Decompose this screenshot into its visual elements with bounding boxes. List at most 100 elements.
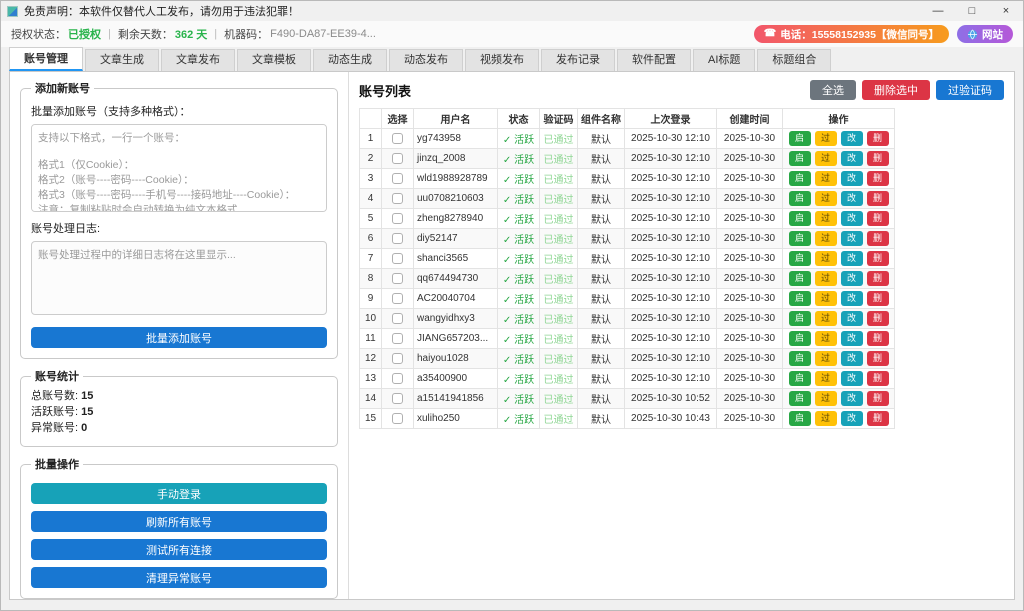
delete-action-button[interactable]: 删 xyxy=(866,411,889,426)
launch-action-button[interactable]: 启 xyxy=(788,131,811,146)
tab-dynamic-generate[interactable]: 动态生成 xyxy=(313,49,387,71)
pass-captcha-action-button[interactable]: 过 xyxy=(814,151,837,166)
pass-captcha-action-button[interactable]: 过 xyxy=(814,391,837,406)
launch-action-button[interactable]: 启 xyxy=(788,191,811,206)
launch-action-button[interactable]: 启 xyxy=(788,231,811,246)
launch-action-button[interactable]: 启 xyxy=(788,291,811,306)
pass-captcha-action-button[interactable]: 过 xyxy=(814,331,837,346)
tab-video-publish[interactable]: 视频发布 xyxy=(465,49,539,71)
pass-captcha-action-button[interactable]: 过 xyxy=(814,171,837,186)
row-checkbox[interactable] xyxy=(392,152,403,164)
row-checkbox[interactable] xyxy=(392,212,403,224)
delete-action-button[interactable]: 删 xyxy=(866,291,889,306)
pass-captcha-action-button[interactable]: 过 xyxy=(814,211,837,226)
delete-action-button[interactable]: 删 xyxy=(866,351,889,366)
launch-action-button[interactable]: 启 xyxy=(788,331,811,346)
select-all-button[interactable]: 全选 xyxy=(810,80,856,100)
row-checkbox[interactable] xyxy=(392,132,403,144)
pass-captcha-action-button[interactable]: 过 xyxy=(814,311,837,326)
pass-captcha-action-button[interactable]: 过 xyxy=(814,351,837,366)
delete-action-button[interactable]: 删 xyxy=(866,311,889,326)
modify-action-button[interactable]: 改 xyxy=(840,171,863,186)
modify-action-button[interactable]: 改 xyxy=(840,391,863,406)
close-button[interactable]: × xyxy=(1002,5,1010,17)
tab-software-config[interactable]: 软件配置 xyxy=(617,49,691,71)
pass-captcha-action-button[interactable]: 过 xyxy=(814,271,837,286)
clean-abnormal-accounts-button[interactable]: 清理异常账号 xyxy=(31,567,327,588)
tab-article-template[interactable]: 文章模板 xyxy=(237,49,311,71)
modify-action-button[interactable]: 改 xyxy=(840,331,863,346)
modify-action-button[interactable]: 改 xyxy=(840,271,863,286)
pass-captcha-action-button[interactable]: 过 xyxy=(814,191,837,206)
delete-action-button[interactable]: 删 xyxy=(866,191,889,206)
row-checkbox[interactable] xyxy=(392,352,403,364)
launch-action-button[interactable]: 启 xyxy=(788,411,811,426)
delete-action-button[interactable]: 删 xyxy=(866,391,889,406)
pass-captcha-action-button[interactable]: 过 xyxy=(814,231,837,246)
tab-title-combo[interactable]: 标题组合 xyxy=(757,49,832,71)
pass-captcha-action-button[interactable]: 过 xyxy=(814,251,837,266)
manual-login-button[interactable]: 手动登录 xyxy=(31,483,327,504)
delete-action-button[interactable]: 删 xyxy=(866,371,889,386)
row-checkbox[interactable] xyxy=(392,312,403,324)
launch-action-button[interactable]: 启 xyxy=(788,391,811,406)
row-checkbox[interactable] xyxy=(392,252,403,264)
website-button[interactable]: 网站 xyxy=(957,25,1013,43)
modify-action-button[interactable]: 改 xyxy=(840,191,863,206)
modify-action-button[interactable]: 改 xyxy=(840,251,863,266)
delete-action-button[interactable]: 删 xyxy=(866,251,889,266)
launch-action-button[interactable]: 启 xyxy=(788,371,811,386)
modify-action-button[interactable]: 改 xyxy=(840,231,863,246)
modify-action-button[interactable]: 改 xyxy=(840,311,863,326)
row-checkbox[interactable] xyxy=(392,332,403,344)
delete-action-button[interactable]: 删 xyxy=(866,331,889,346)
row-checkbox[interactable] xyxy=(392,272,403,284)
launch-action-button[interactable]: 启 xyxy=(788,351,811,366)
pass-captcha-action-button[interactable]: 过 xyxy=(814,411,837,426)
launch-action-button[interactable]: 启 xyxy=(788,251,811,266)
row-checkbox[interactable] xyxy=(392,392,403,404)
modify-action-button[interactable]: 改 xyxy=(840,151,863,166)
tab-article-publish[interactable]: 文章发布 xyxy=(161,49,235,71)
pass-captcha-action-button[interactable]: 过 xyxy=(814,291,837,306)
row-checkbox[interactable] xyxy=(392,292,403,304)
launch-action-button[interactable]: 启 xyxy=(788,171,811,186)
process-log-textarea[interactable] xyxy=(31,241,327,315)
modify-action-button[interactable]: 改 xyxy=(840,211,863,226)
delete-action-button[interactable]: 删 xyxy=(866,131,889,146)
modify-action-button[interactable]: 改 xyxy=(840,291,863,306)
tab-account-manage[interactable]: 账号管理 xyxy=(9,47,83,71)
launch-action-button[interactable]: 启 xyxy=(788,271,811,286)
maximize-button[interactable]: □ xyxy=(968,5,976,17)
delete-selected-button[interactable]: 删除选中 xyxy=(862,80,930,100)
row-checkbox[interactable] xyxy=(392,372,403,384)
refresh-all-accounts-button[interactable]: 刷新所有账号 xyxy=(31,511,327,532)
delete-action-button[interactable]: 删 xyxy=(866,211,889,226)
delete-action-button[interactable]: 删 xyxy=(866,231,889,246)
delete-action-button[interactable]: 删 xyxy=(866,171,889,186)
pass-captcha-action-button[interactable]: 过 xyxy=(814,371,837,386)
tab-ai-title[interactable]: AI标题 xyxy=(693,49,756,71)
modify-action-button[interactable]: 改 xyxy=(840,351,863,366)
tab-publish-record[interactable]: 发布记录 xyxy=(541,49,615,71)
minimize-button[interactable]: — xyxy=(932,5,944,17)
row-checkbox[interactable] xyxy=(392,192,403,204)
pass-captcha-action-button[interactable]: 过 xyxy=(814,131,837,146)
phone-contact-button[interactable]: ☎ 电话：15558152935【微信同号】 xyxy=(753,25,949,43)
launch-action-button[interactable]: 启 xyxy=(788,311,811,326)
row-checkbox[interactable] xyxy=(392,412,403,424)
row-checkbox[interactable] xyxy=(392,232,403,244)
launch-action-button[interactable]: 启 xyxy=(788,151,811,166)
modify-action-button[interactable]: 改 xyxy=(840,371,863,386)
modify-action-button[interactable]: 改 xyxy=(840,411,863,426)
delete-action-button[interactable]: 删 xyxy=(866,271,889,286)
account-input-textarea[interactable] xyxy=(31,124,327,212)
delete-action-button[interactable]: 删 xyxy=(866,151,889,166)
modify-action-button[interactable]: 改 xyxy=(840,131,863,146)
tab-article-generate[interactable]: 文章生成 xyxy=(85,49,159,71)
batch-add-button[interactable]: 批量添加账号 xyxy=(31,327,327,348)
row-checkbox[interactable] xyxy=(392,172,403,184)
test-all-connections-button[interactable]: 测试所有连接 xyxy=(31,539,327,560)
solve-captcha-button[interactable]: 过验证码 xyxy=(936,80,1004,100)
launch-action-button[interactable]: 启 xyxy=(788,211,811,226)
